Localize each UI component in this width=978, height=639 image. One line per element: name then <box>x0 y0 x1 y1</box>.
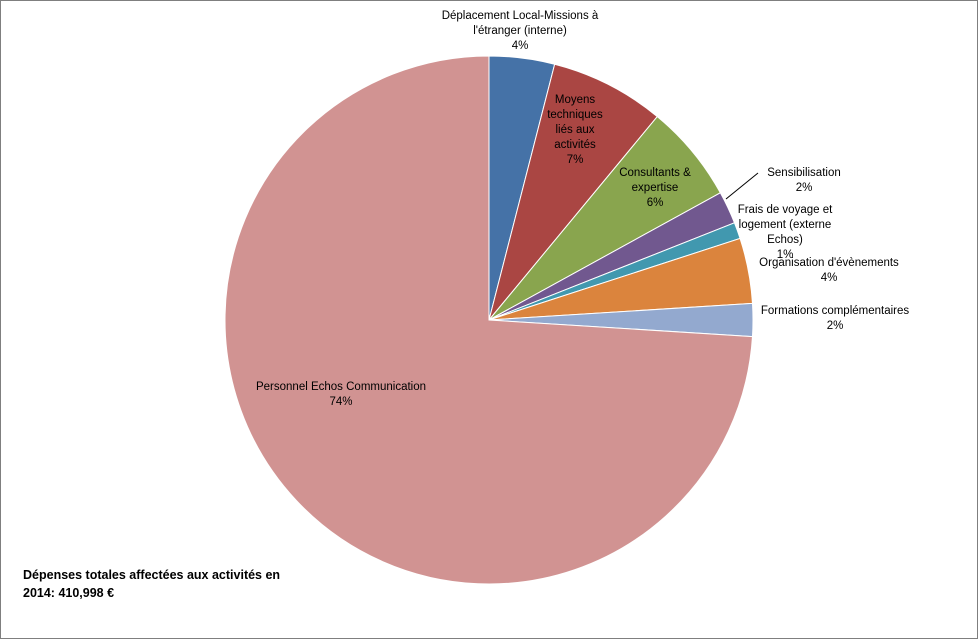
data-label-3: Consultants & expertise 6% <box>619 167 691 209</box>
leader-line-4 <box>725 172 759 200</box>
data-label-7: Formations complémentaires 2% <box>761 305 910 332</box>
data-label-2: Moyens techniques liés aux activités 7% <box>547 94 603 166</box>
pie-slice-2 <box>488 63 658 321</box>
data-label-6: Organisation d'évènements 4% <box>759 257 899 284</box>
data-label-4: Sensibilisation 2% <box>767 167 841 194</box>
data-label-1: Déplacement Local-Missions à l'étranger (… <box>442 10 599 52</box>
pie-slice-8 <box>224 55 754 585</box>
data-label-8: Personnel Echos Communication 74% <box>256 381 426 408</box>
data-label-5: Frais de voyage et logement (externe Echos… <box>738 204 833 261</box>
total-expenses-annotation: Dépenses totales affectées aux activités… <box>23 568 281 600</box>
